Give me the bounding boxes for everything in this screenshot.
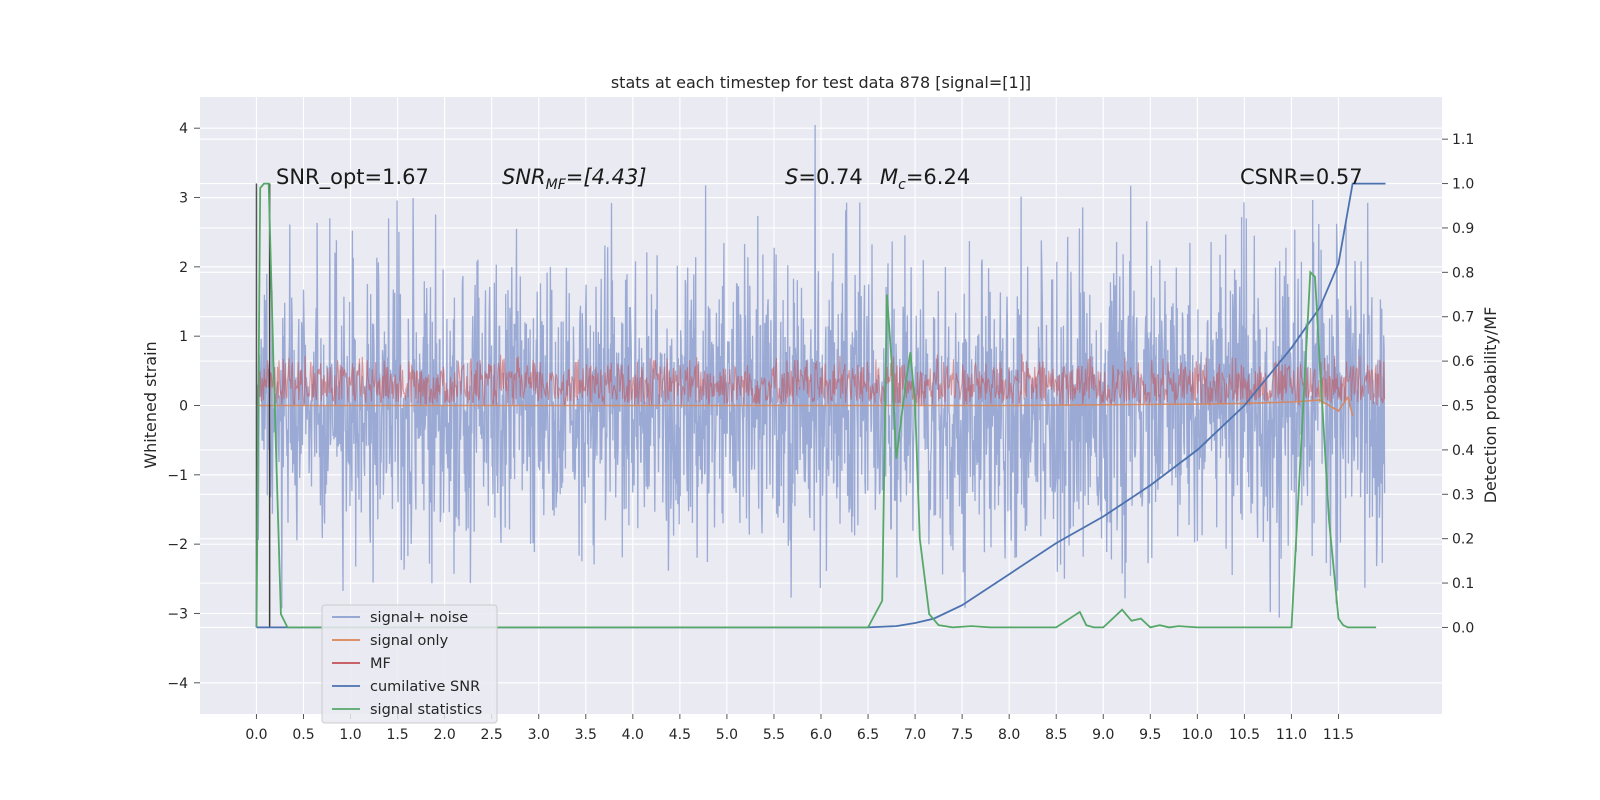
annotation-snr-mf: SNRMF=[4.43] [502, 165, 647, 193]
legend-label: cumilative SNR [370, 679, 480, 695]
legend-label: signal only [370, 633, 449, 649]
annotation-csnr: CSNR=0.57 [1240, 165, 1363, 189]
x-tick-label: 1.5 [386, 727, 408, 743]
legend-box [321, 604, 498, 724]
annotation-s: S=0.74 [785, 165, 863, 189]
x-tick-label: 7.5 [951, 727, 973, 743]
y2-tick-label: 0.3 [1452, 487, 1474, 503]
chart-title: stats at each timestep for test data 878… [611, 73, 1031, 92]
y-axis-label: Whitened strain [141, 341, 160, 468]
series-signal-noise [255, 124, 1386, 618]
y2-axis-label: Detection probability/MF [1481, 307, 1500, 504]
y2-tick-label: 0.2 [1452, 532, 1474, 548]
x-tick-label: 7.0 [904, 727, 926, 743]
x-tick-label: 10.0 [1182, 727, 1213, 743]
x-tick-label: 2.5 [481, 727, 503, 743]
x-tick-label: 10.5 [1229, 727, 1260, 743]
y-tick-label: 2 [179, 260, 188, 276]
legend-label: signal+ noise [370, 610, 468, 626]
y-tick-label: −2 [167, 537, 188, 553]
mc-sub: c [898, 177, 906, 193]
y2-tick-label: 1.0 [1452, 177, 1474, 193]
snr-mf-sub: MF [546, 177, 567, 193]
legend: signal+ noise signal only MF cumilative … [321, 604, 498, 724]
legend-item-cumulative-snr: cumilative SNR [332, 679, 480, 695]
x-tick-label: 1.0 [339, 727, 361, 743]
y2-tick-label: 0.5 [1452, 399, 1474, 415]
x-tick-label: 5.0 [716, 727, 738, 743]
y-tick-label: 3 [179, 191, 188, 207]
series-signal-only [256, 395, 1354, 417]
legend-label: signal statistics [370, 702, 482, 718]
y-tick-label: −3 [167, 606, 188, 622]
y2-tick-label: 0.7 [1452, 310, 1474, 326]
mc-main: M [880, 165, 898, 189]
x-tick-label: 4.0 [622, 727, 644, 743]
y-tick-label: −4 [167, 676, 188, 692]
y-tick-label: −1 [167, 468, 188, 484]
x-tick-label: 8.5 [1045, 727, 1067, 743]
legend-item-mf: MF [332, 656, 391, 672]
s-value: =0.74 [798, 165, 862, 189]
x-tick-label: 0.0 [245, 727, 267, 743]
x-tick-label: 3.5 [575, 727, 597, 743]
legend-label: MF [370, 656, 391, 672]
legend-item-signal-noise: signal+ noise [332, 610, 468, 626]
legend-item-signal-statistics: signal statistics [332, 702, 482, 718]
y2-tick-label: 0.9 [1452, 221, 1474, 237]
y2-tick-label: 1.1 [1452, 132, 1474, 148]
x-tick-label: 4.5 [669, 727, 691, 743]
x-tick-label: 11.0 [1276, 727, 1307, 743]
y2-tick-label: 0.1 [1452, 576, 1474, 592]
snr-mf-value: =[4.43] [566, 165, 647, 189]
x-tick-label: 9.0 [1092, 727, 1114, 743]
y2-tick-label: 0.6 [1452, 354, 1474, 370]
ticks: 0.0 0.5 1.0 1.5 2.0 2.5 3.0 3.5 4.0 4.5 5.0 5.5 6.0 6… [167, 121, 1474, 743]
series-mf [255, 353, 1386, 407]
y-tick-label: 1 [179, 329, 188, 345]
mc-value: =6.24 [906, 165, 970, 189]
x-tick-label: 8.0 [998, 727, 1020, 743]
x-tick-label: 6.0 [810, 727, 832, 743]
s-main: S [785, 165, 798, 189]
x-tick-label: 6.5 [857, 727, 879, 743]
y2-tick-label: 0.4 [1452, 443, 1474, 459]
x-tick-label: 3.0 [528, 727, 550, 743]
y-tick-label: 0 [179, 399, 188, 415]
annotation-mc: Mc=6.24 [880, 165, 970, 193]
x-tick-label: 9.5 [1139, 727, 1161, 743]
snr-mf-main: SNR [502, 165, 546, 189]
annotation-snr-opt: SNR_opt=1.67 [276, 165, 429, 190]
x-tick-label: 2.0 [434, 727, 456, 743]
series-cumulative-snr [256, 182, 1386, 629]
legend-item-signal-only: signal only [332, 633, 449, 649]
x-tick-label: 0.5 [292, 727, 314, 743]
x-tick-label: 11.5 [1323, 727, 1354, 743]
y2-tick-label: 0.8 [1452, 265, 1474, 281]
y2-tick-label: 0.0 [1452, 620, 1474, 636]
x-tick-label: 5.5 [763, 727, 785, 743]
y-tick-label: 4 [179, 121, 188, 137]
